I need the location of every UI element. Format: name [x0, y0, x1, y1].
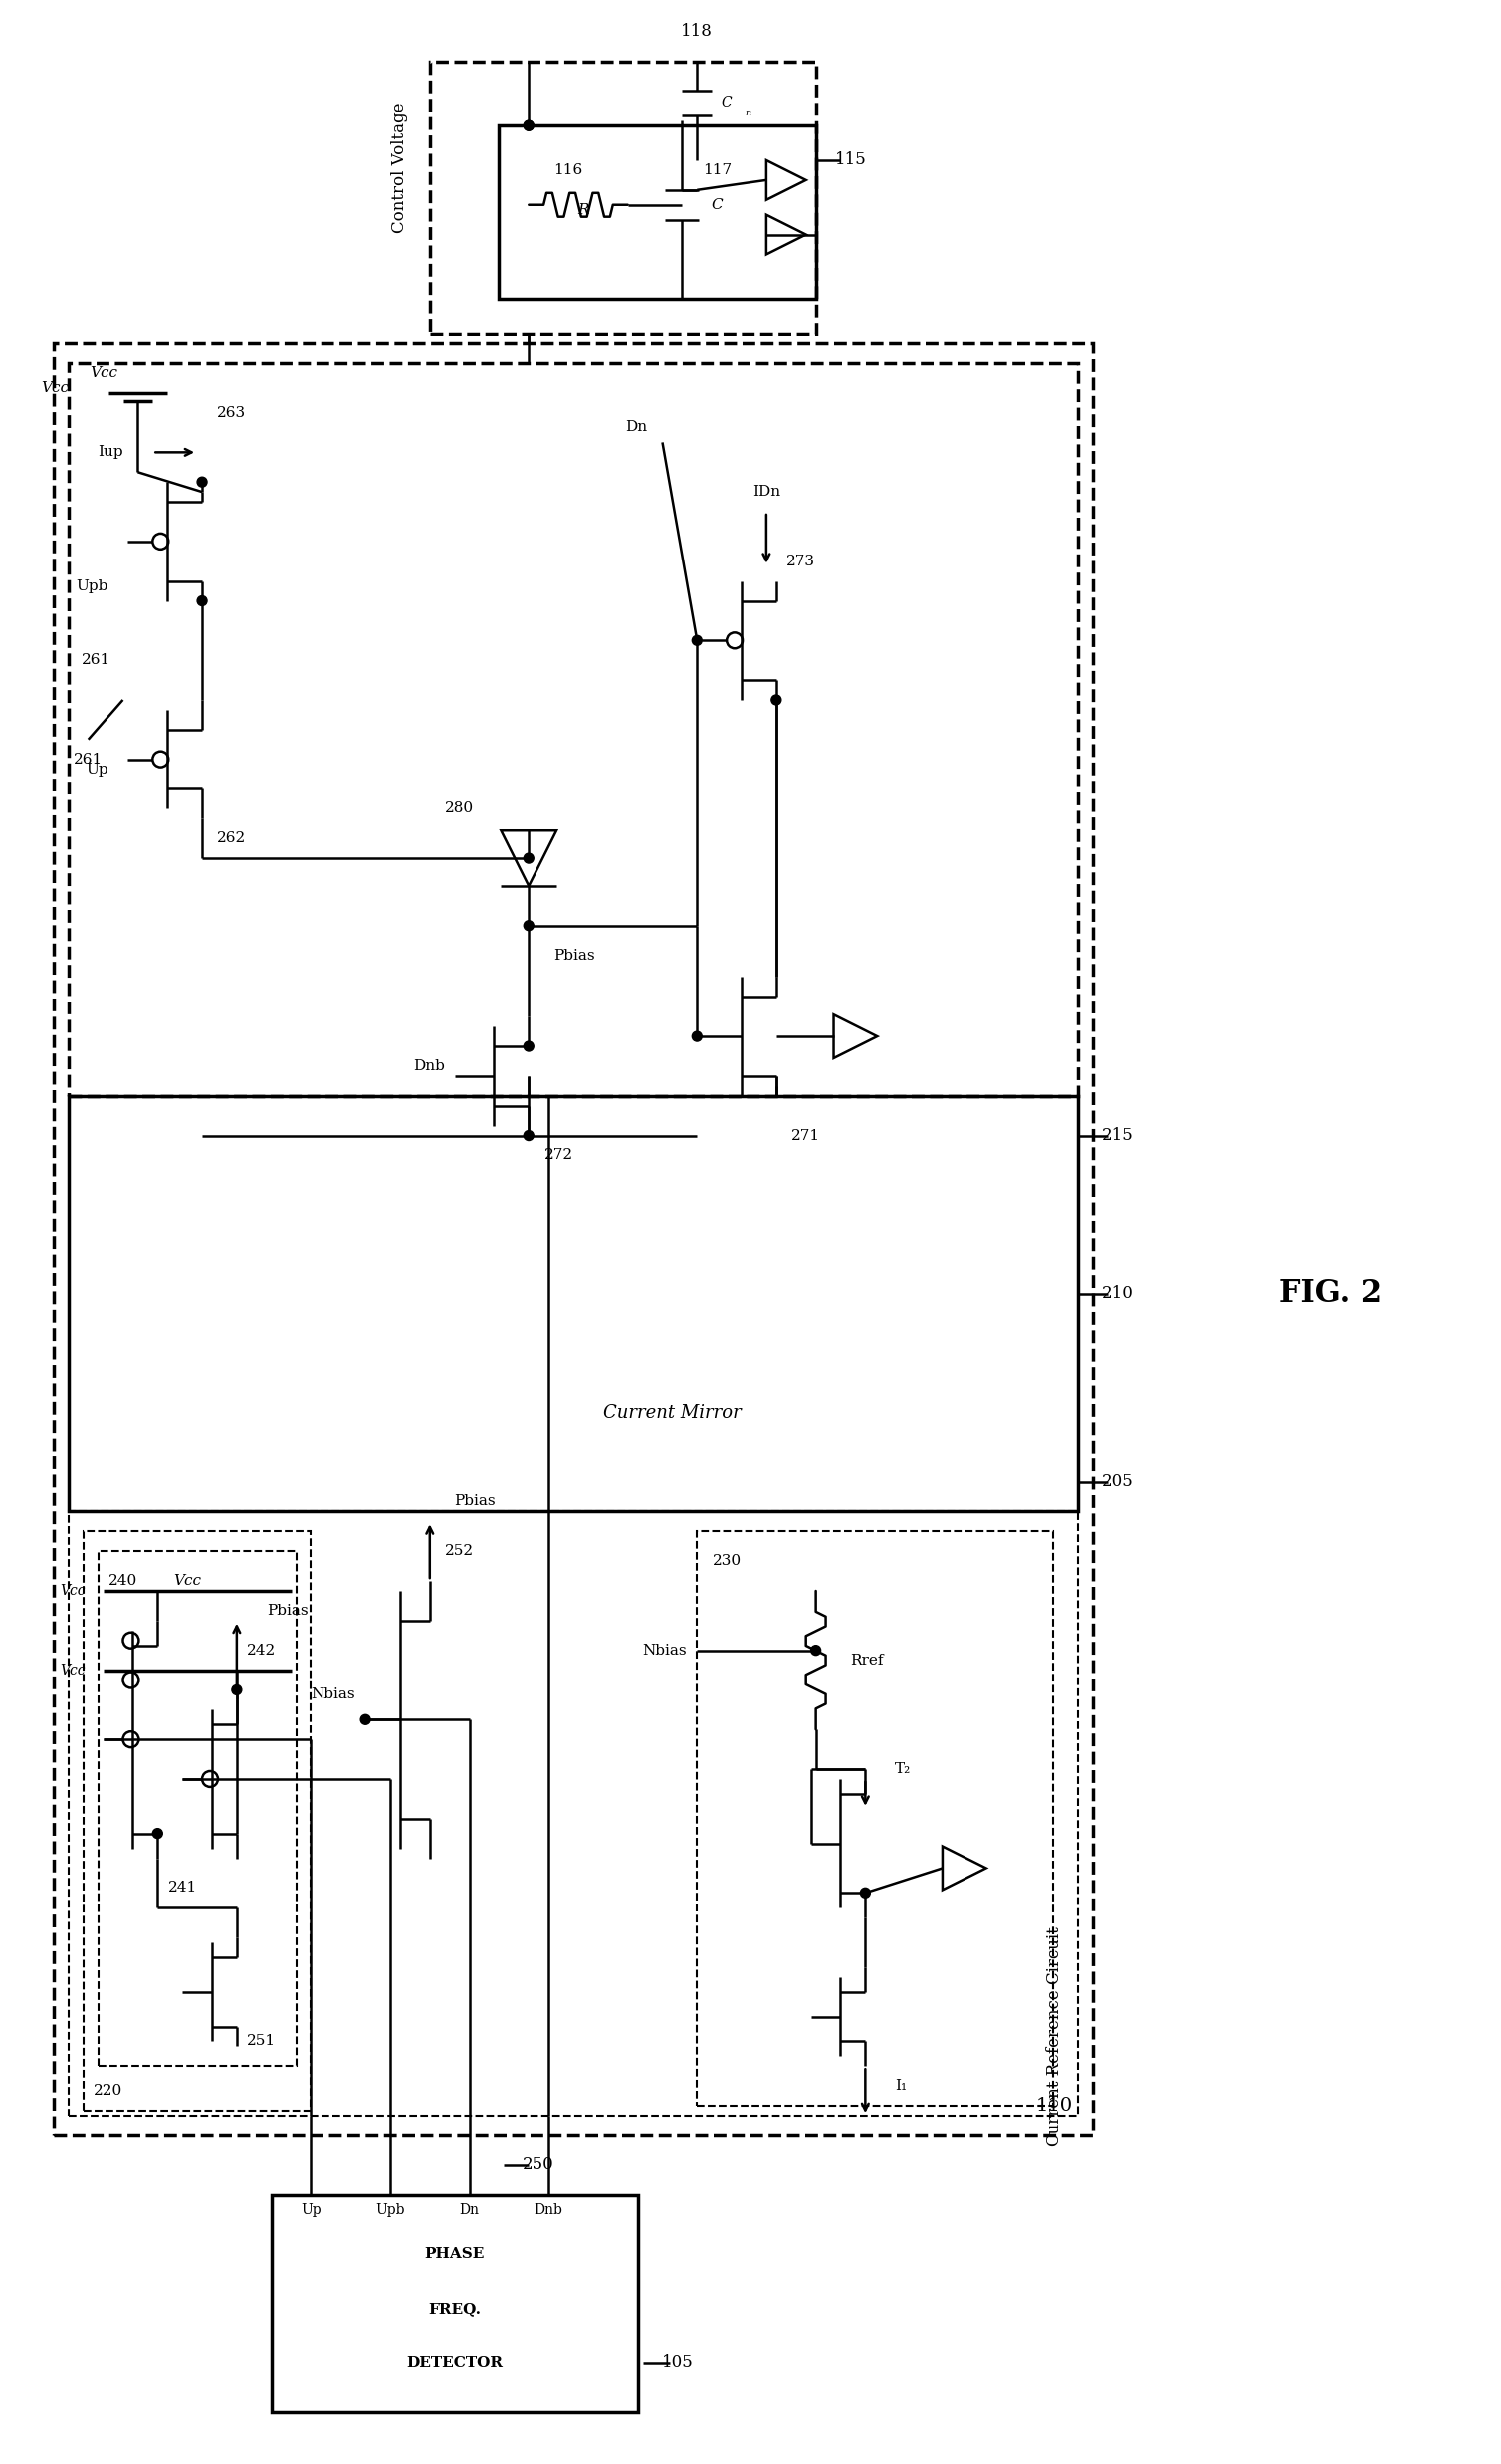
Bar [69, 1096, 1078, 1513]
Circle shape [692, 1032, 702, 1042]
Text: 230: 230 [713, 1555, 741, 1567]
Text: 117: 117 [702, 163, 731, 177]
Circle shape [524, 1042, 534, 1052]
Circle shape [524, 853, 534, 862]
Text: 115: 115 [835, 153, 866, 168]
Text: 262: 262 [218, 830, 246, 845]
Text: 272: 272 [543, 1148, 573, 1163]
Text: 210: 210 [1102, 1286, 1133, 1303]
Text: 252: 252 [444, 1545, 474, 1557]
Text: C: C [722, 96, 732, 111]
Bar [69, 1513, 1078, 2117]
Circle shape [524, 1131, 534, 1141]
Text: 250: 250 [522, 2156, 554, 2173]
Text: FIG. 2: FIG. 2 [1279, 1279, 1382, 1308]
Text: Dn: Dn [626, 421, 647, 434]
Bar [98, 1552, 296, 2067]
Text: FREQ.: FREQ. [428, 2301, 480, 2316]
Text: 105: 105 [662, 2356, 693, 2370]
Text: Vcc: Vcc [90, 367, 119, 379]
Text: Upb: Upb [375, 2203, 405, 2218]
Bar [429, 62, 817, 333]
Text: Vcc: Vcc [41, 382, 69, 394]
Text: Vcc: Vcc [60, 1663, 86, 1678]
Text: Current Reference Circuit: Current Reference Circuit [1046, 1927, 1063, 2146]
Text: C: C [711, 197, 722, 212]
Circle shape [231, 1685, 242, 1695]
Circle shape [811, 1646, 821, 1656]
Text: 205: 205 [1102, 1473, 1133, 1491]
Text: 263: 263 [218, 407, 246, 419]
Text: Pbias: Pbias [455, 1496, 495, 1508]
Circle shape [860, 1887, 871, 1897]
Bar [84, 1533, 311, 2112]
Text: Upb: Upb [77, 579, 108, 594]
Text: Vcc: Vcc [173, 1574, 201, 1587]
Text: Dnb: Dnb [534, 2203, 563, 2218]
Text: Control Voltage: Control Voltage [392, 101, 408, 232]
Text: 261: 261 [81, 653, 111, 668]
Circle shape [772, 695, 781, 705]
Text: 220: 220 [93, 2085, 123, 2097]
Text: 215: 215 [1102, 1126, 1133, 1143]
Bar [696, 1533, 1054, 2107]
Circle shape [197, 478, 207, 488]
Text: 242: 242 [248, 1643, 276, 1658]
Text: 271: 271 [791, 1129, 821, 1143]
Text: Current Mirror: Current Mirror [603, 1404, 741, 1422]
Text: Vcc: Vcc [60, 1584, 86, 1597]
Text: IDn: IDn [752, 485, 781, 498]
Text: 240: 240 [108, 1574, 137, 1587]
Text: 241: 241 [168, 1880, 197, 1895]
Text: Dn: Dn [459, 2203, 479, 2218]
Text: I₁: I₁ [895, 2080, 907, 2092]
Text: 110: 110 [1036, 2097, 1073, 2114]
Text: Pbias: Pbias [267, 1604, 308, 1619]
Text: DETECTOR: DETECTOR [407, 2356, 503, 2370]
Text: 118: 118 [681, 22, 713, 39]
Circle shape [197, 596, 207, 606]
Text: 116: 116 [554, 163, 582, 177]
Text: R: R [578, 202, 588, 217]
Text: 261: 261 [74, 752, 104, 766]
Bar [498, 126, 817, 298]
Bar [272, 2195, 638, 2412]
Text: Nbias: Nbias [642, 1643, 687, 1658]
Text: Nbias: Nbias [311, 1688, 356, 1703]
Text: Rref: Rref [851, 1653, 884, 1668]
Circle shape [524, 121, 534, 131]
Text: n: n [744, 108, 750, 118]
Bar [69, 362, 1078, 1096]
Circle shape [360, 1715, 371, 1725]
Text: 273: 273 [787, 554, 815, 569]
Text: 251: 251 [248, 2035, 276, 2048]
Bar [54, 342, 1093, 2136]
Text: 280: 280 [444, 801, 474, 816]
Circle shape [153, 1828, 162, 1838]
Text: Up: Up [86, 761, 108, 776]
Circle shape [692, 636, 702, 646]
Text: Dnb: Dnb [413, 1060, 444, 1074]
Text: T₂: T₂ [895, 1762, 911, 1777]
Text: Up: Up [300, 2203, 321, 2218]
Circle shape [524, 922, 534, 931]
Circle shape [524, 121, 534, 131]
Text: PHASE: PHASE [425, 2247, 485, 2262]
Text: Iup: Iup [98, 446, 123, 458]
Text: Pbias: Pbias [554, 949, 594, 963]
